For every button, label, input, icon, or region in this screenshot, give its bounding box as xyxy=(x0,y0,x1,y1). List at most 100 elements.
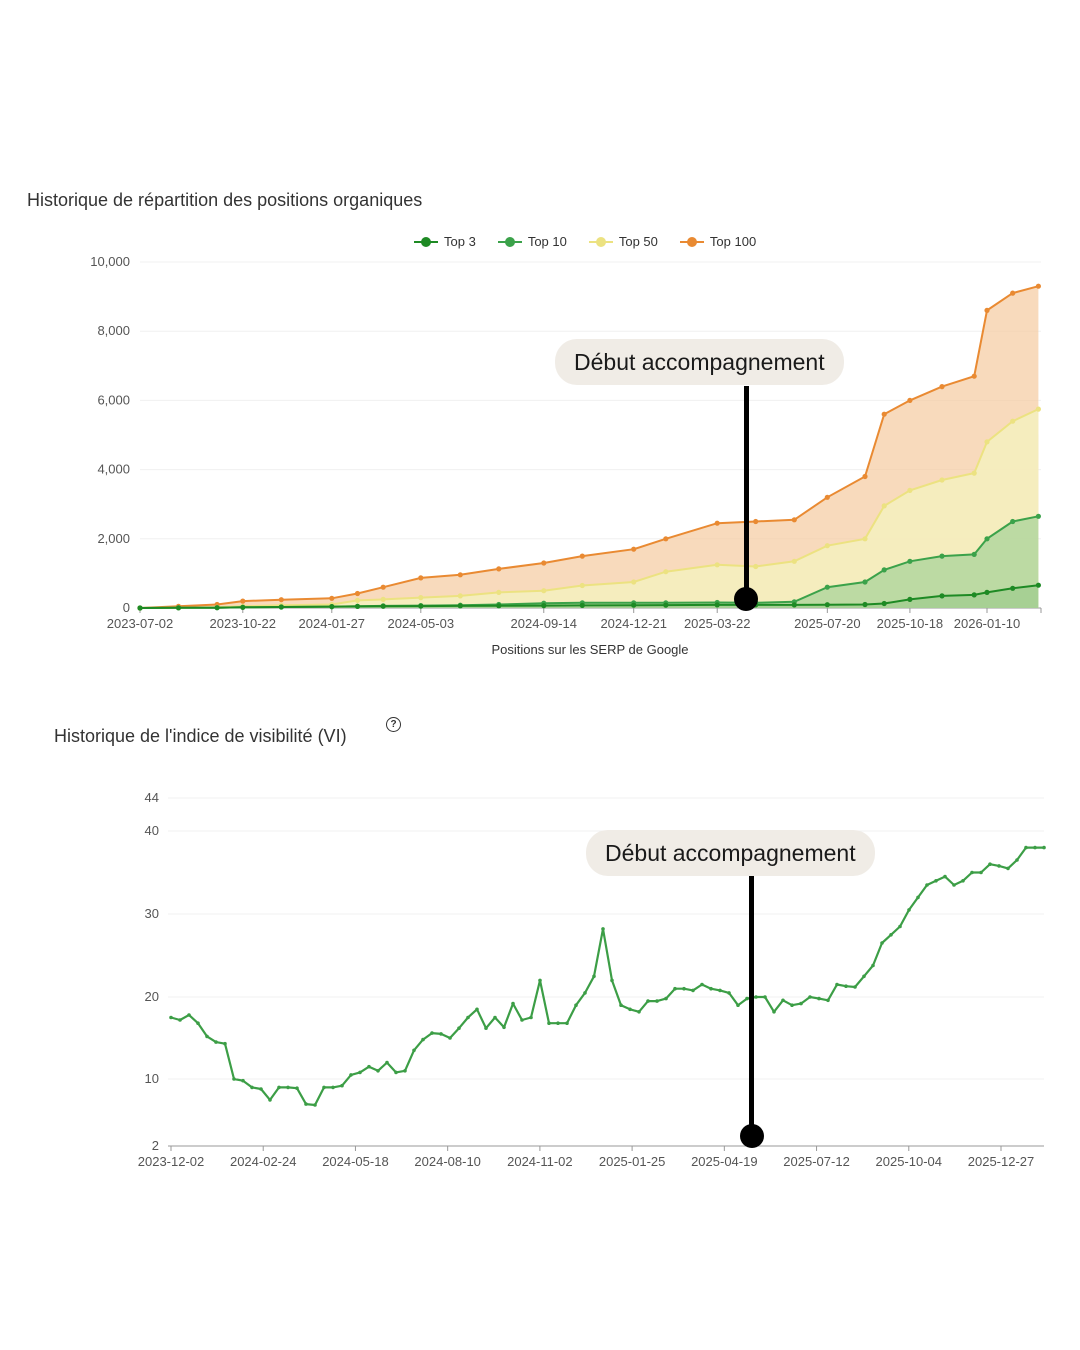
data-point xyxy=(907,487,913,493)
data-point xyxy=(169,1015,173,1020)
y-tick-label: 30 xyxy=(145,906,159,921)
data-point xyxy=(631,546,637,552)
data-point xyxy=(984,536,990,542)
data-point xyxy=(380,596,386,603)
legend-swatch-top50 xyxy=(588,236,613,248)
y-tick-label: 6,000 xyxy=(97,392,130,407)
data-point xyxy=(484,1026,488,1030)
data-point xyxy=(574,1003,578,1007)
data-point xyxy=(358,1070,362,1075)
y-tick-label: 10 xyxy=(145,1071,159,1086)
data-point xyxy=(496,603,502,609)
data-point xyxy=(646,999,650,1003)
data-point xyxy=(971,551,977,558)
data-point xyxy=(502,1025,506,1030)
data-point xyxy=(714,562,720,568)
legend-label-top50: Top 50 xyxy=(618,234,658,249)
data-point xyxy=(673,986,677,991)
data-point xyxy=(971,470,977,476)
data-point xyxy=(592,974,596,979)
data-point xyxy=(718,988,722,993)
y-tick-label: 20 xyxy=(145,989,159,1004)
data-point xyxy=(631,602,637,608)
data-point xyxy=(916,895,920,900)
help-icon[interactable]: ? xyxy=(386,717,401,732)
data-point xyxy=(418,575,424,581)
data-point xyxy=(178,1018,182,1022)
data-point xyxy=(354,603,361,610)
data-point xyxy=(907,558,913,564)
legend-item-top3[interactable]: Top 3 xyxy=(414,234,476,249)
data-point xyxy=(556,1021,560,1025)
data-point xyxy=(714,602,720,608)
data-point xyxy=(799,1001,803,1006)
x-tick-label: 2025-10-04 xyxy=(876,1154,943,1169)
data-point xyxy=(984,439,990,445)
data-point xyxy=(824,584,830,590)
data-point xyxy=(565,1021,569,1025)
data-point xyxy=(214,605,220,611)
data-point xyxy=(250,1085,254,1090)
data-point xyxy=(862,536,868,542)
data-point xyxy=(418,603,424,609)
legend-item-top100[interactable]: Top 100 xyxy=(679,234,756,249)
x-tick-label: 2025-04-19 xyxy=(691,1154,758,1169)
data-point xyxy=(418,595,424,601)
data-point xyxy=(898,924,902,929)
data-point xyxy=(579,602,585,609)
data-point xyxy=(329,595,335,601)
x-tick-label: 2026-01-10 xyxy=(954,616,1021,631)
data-point xyxy=(824,602,830,608)
data-point xyxy=(340,1083,344,1088)
data-point xyxy=(579,553,585,559)
area-top3 xyxy=(140,585,1039,608)
data-point xyxy=(331,1085,335,1090)
data-point xyxy=(541,560,547,566)
data-point xyxy=(421,1037,425,1042)
data-point xyxy=(862,579,868,585)
data-point xyxy=(457,572,463,578)
data-point xyxy=(628,1007,632,1012)
x-tick-label: 2024-01-27 xyxy=(299,616,366,631)
data-point xyxy=(466,1015,470,1020)
data-point xyxy=(496,566,502,572)
data-point xyxy=(881,567,887,573)
data-point xyxy=(232,1077,236,1081)
data-point xyxy=(682,986,686,991)
data-point xyxy=(496,589,502,596)
data-point xyxy=(1010,418,1016,424)
data-point xyxy=(367,1064,371,1069)
data-point xyxy=(736,1003,740,1007)
data-point xyxy=(961,879,965,883)
data-point xyxy=(781,998,785,1003)
data-point xyxy=(547,1021,551,1025)
x-tick-label: 2025-12-27 xyxy=(968,1154,1035,1169)
data-point xyxy=(824,543,830,549)
annotation-callout-positions: Début accompagnement xyxy=(555,339,844,385)
legend-item-top50[interactable]: Top 50 xyxy=(588,234,658,249)
x-tick-label: 2024-09-14 xyxy=(511,616,578,631)
data-point xyxy=(934,879,938,883)
data-point xyxy=(1035,513,1041,519)
x-tick-label: 2025-01-25 xyxy=(599,1154,666,1169)
data-point xyxy=(457,593,463,599)
data-point xyxy=(939,384,945,390)
data-point xyxy=(790,1003,794,1007)
data-point xyxy=(529,1015,533,1020)
data-point xyxy=(754,995,758,999)
data-point xyxy=(457,1026,461,1030)
data-point xyxy=(1033,845,1037,850)
x-axis-title: Positions sur les SERP de Google xyxy=(491,642,688,657)
data-point xyxy=(881,503,887,509)
legend-item-top10[interactable]: Top 10 xyxy=(497,234,567,249)
data-point xyxy=(475,1007,479,1012)
data-point xyxy=(971,592,977,598)
data-point xyxy=(907,596,913,603)
data-point xyxy=(655,999,659,1003)
data-point xyxy=(1010,518,1016,525)
data-point xyxy=(278,597,284,603)
data-point xyxy=(979,870,983,875)
data-point xyxy=(286,1085,290,1090)
